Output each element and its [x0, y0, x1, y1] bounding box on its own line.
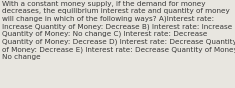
Text: With a constant money supply, if the demand for money
decreases, the equilibrium: With a constant money supply, if the dem…: [2, 1, 235, 60]
